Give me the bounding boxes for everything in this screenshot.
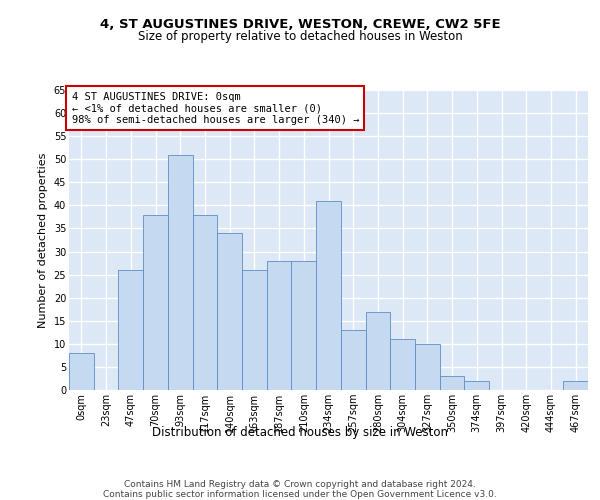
Text: 4 ST AUGUSTINES DRIVE: 0sqm
← <1% of detached houses are smaller (0)
98% of semi: 4 ST AUGUSTINES DRIVE: 0sqm ← <1% of det… [71, 92, 359, 124]
Text: Size of property relative to detached houses in Weston: Size of property relative to detached ho… [137, 30, 463, 43]
Bar [118, 270, 143, 390]
Bar [563, 381, 588, 390]
Text: Contains public sector information licensed under the Open Government Licence v3: Contains public sector information licen… [103, 490, 497, 499]
Bar [292, 261, 316, 390]
Bar [242, 270, 267, 390]
Text: Distribution of detached houses by size in Weston: Distribution of detached houses by size … [152, 426, 448, 439]
Bar [69, 353, 94, 390]
Bar [390, 339, 415, 390]
Bar [415, 344, 440, 390]
Bar [440, 376, 464, 390]
Bar [267, 261, 292, 390]
Bar [168, 154, 193, 390]
Bar [217, 233, 242, 390]
Bar [193, 214, 217, 390]
Text: 4, ST AUGUSTINES DRIVE, WESTON, CREWE, CW2 5FE: 4, ST AUGUSTINES DRIVE, WESTON, CREWE, C… [100, 18, 500, 30]
Bar [365, 312, 390, 390]
Text: Contains HM Land Registry data © Crown copyright and database right 2024.: Contains HM Land Registry data © Crown c… [124, 480, 476, 489]
Bar [341, 330, 365, 390]
Bar [143, 214, 168, 390]
Y-axis label: Number of detached properties: Number of detached properties [38, 152, 48, 328]
Bar [316, 201, 341, 390]
Bar [464, 381, 489, 390]
